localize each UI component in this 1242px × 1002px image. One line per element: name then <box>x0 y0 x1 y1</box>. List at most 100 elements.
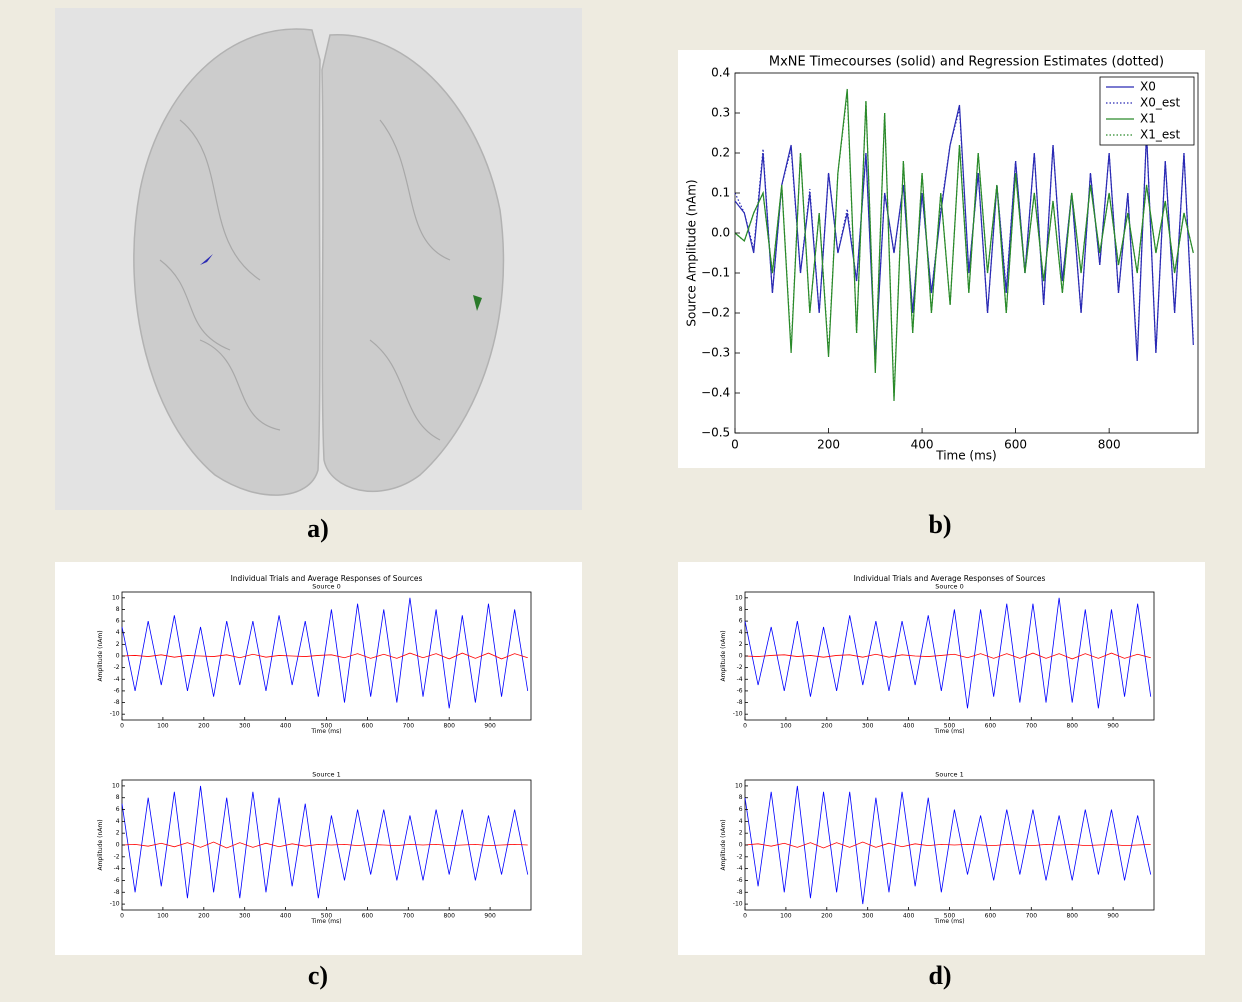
y-tick-label: 10 <box>735 594 743 601</box>
y-tick-label: −0.4 <box>701 386 730 400</box>
x-tick-label: 100 <box>780 913 792 920</box>
y-tick-label: 4 <box>116 818 120 825</box>
y-tick-label: 6 <box>739 806 743 813</box>
x-axis-label: Time (ms) <box>310 728 341 735</box>
x-tick-label: 0 <box>120 913 124 920</box>
y-tick-label: -10 <box>733 901 743 908</box>
legend-label: X1_est <box>1140 128 1180 142</box>
y-tick-label: -2 <box>114 853 120 860</box>
y-tick-label: −0.5 <box>701 426 730 440</box>
y-tick-label: -6 <box>114 877 120 884</box>
legend-box <box>1099 76 1195 146</box>
y-axis-label: Amplitude (nAm) <box>720 630 727 681</box>
series-line <box>734 92 1194 398</box>
y-tick-label: -8 <box>737 889 743 896</box>
chart-suptitle: Individual Trials and Average Responses … <box>854 574 1046 583</box>
y-tick-label: -6 <box>737 877 743 884</box>
panel-label: a) <box>307 514 329 543</box>
series-line <box>121 652 528 660</box>
chart-title: Source 0 <box>935 583 963 591</box>
chart-title: Source 0 <box>312 583 340 591</box>
y-axis-label: Amplitude (nAm) <box>720 819 727 870</box>
y-tick-label: 2 <box>739 641 743 648</box>
x-tick-label: 300 <box>862 913 874 920</box>
series-line <box>734 108 1194 358</box>
x-tick-label: 200 <box>198 913 210 920</box>
legend-label: X0 <box>1140 80 1156 94</box>
y-tick-label: -8 <box>114 889 120 896</box>
panel-c <box>55 562 582 955</box>
x-axis-label: Time (ms) <box>933 728 964 735</box>
x-tick-label: 800 <box>443 913 455 920</box>
x-tick-label: 200 <box>817 438 840 452</box>
y-tick-label: 4 <box>116 629 120 636</box>
y-tick-label: 0.0 <box>711 226 730 240</box>
x-tick-label: 0 <box>731 438 739 452</box>
y-tick-label: 2 <box>116 641 120 648</box>
y-tick-label: -10 <box>110 711 120 718</box>
x-tick-label: 100 <box>157 913 169 920</box>
chart-title: Source 1 <box>935 771 963 779</box>
y-tick-label: 0.3 <box>711 106 730 120</box>
y-tick-label: 4 <box>739 629 743 636</box>
y-tick-label: 6 <box>116 618 120 625</box>
x-tick-label: 700 <box>403 723 415 730</box>
chart-title: MxNE Timecourses (solid) and Regression … <box>769 55 1164 70</box>
x-axis-label: Time (ms) <box>310 918 341 925</box>
x-tick-label: 400 <box>903 913 915 920</box>
y-tick-label: 8 <box>739 606 743 613</box>
panel-label: b) <box>928 510 951 539</box>
series-line <box>121 597 529 709</box>
y-tick-label: -4 <box>114 676 120 683</box>
y-tick-label: 0 <box>739 842 743 849</box>
series-line <box>121 785 529 899</box>
y-tick-label: 10 <box>112 782 120 789</box>
x-tick-label: 800 <box>443 723 455 730</box>
x-tick-label: 900 <box>484 913 496 920</box>
x-tick-label: 200 <box>198 723 210 730</box>
x-tick-label: 700 <box>1026 723 1038 730</box>
y-tick-label: -10 <box>733 711 743 718</box>
x-tick-label: 500 <box>944 723 956 730</box>
chart-suptitle: Individual Trials and Average Responses … <box>231 574 423 583</box>
y-tick-label: 4 <box>739 818 743 825</box>
y-tick-label: 10 <box>112 594 120 601</box>
x-tick-label: 800 <box>1098 438 1121 452</box>
y-tick-label: 0.1 <box>711 186 730 200</box>
y-tick-label: -4 <box>737 676 743 683</box>
y-tick-label: −0.1 <box>701 266 730 280</box>
x-tick-label: 500 <box>944 913 956 920</box>
x-tick-label: 600 <box>985 913 997 920</box>
y-axis-label: Source Amplitude (nAm) <box>684 179 698 326</box>
y-tick-label: 0.4 <box>711 66 730 80</box>
y-tick-label: -8 <box>737 699 743 706</box>
y-tick-label: 6 <box>116 806 120 813</box>
panel-d <box>678 562 1205 955</box>
x-tick-label: 300 <box>239 723 251 730</box>
x-tick-label: 600 <box>362 913 374 920</box>
y-axis-label: Amplitude (nAm) <box>97 819 104 870</box>
x-axis-label: Time (ms) <box>933 918 964 925</box>
y-tick-label: -10 <box>110 901 120 908</box>
series-line <box>121 841 528 849</box>
x-axis-label: Time (ms) <box>935 448 997 462</box>
y-tick-label: -4 <box>114 865 120 872</box>
series-line <box>744 841 1151 849</box>
x-tick-label: 700 <box>403 913 415 920</box>
x-tick-label: 700 <box>1026 913 1038 920</box>
y-tick-label: 8 <box>739 794 743 801</box>
y-tick-label: 2 <box>739 830 743 837</box>
y-tick-label: 10 <box>735 782 743 789</box>
y-tick-label: 8 <box>116 794 120 801</box>
y-tick-label: 0 <box>116 653 120 660</box>
series-line <box>744 652 1151 660</box>
y-tick-label: 0.2 <box>711 146 730 160</box>
x-tick-label: 900 <box>484 723 496 730</box>
x-tick-label: 300 <box>862 723 874 730</box>
chart-title: Source 1 <box>312 771 340 779</box>
x-tick-label: 500 <box>321 913 333 920</box>
x-tick-label: 400 <box>280 723 292 730</box>
y-tick-label: 0 <box>116 842 120 849</box>
